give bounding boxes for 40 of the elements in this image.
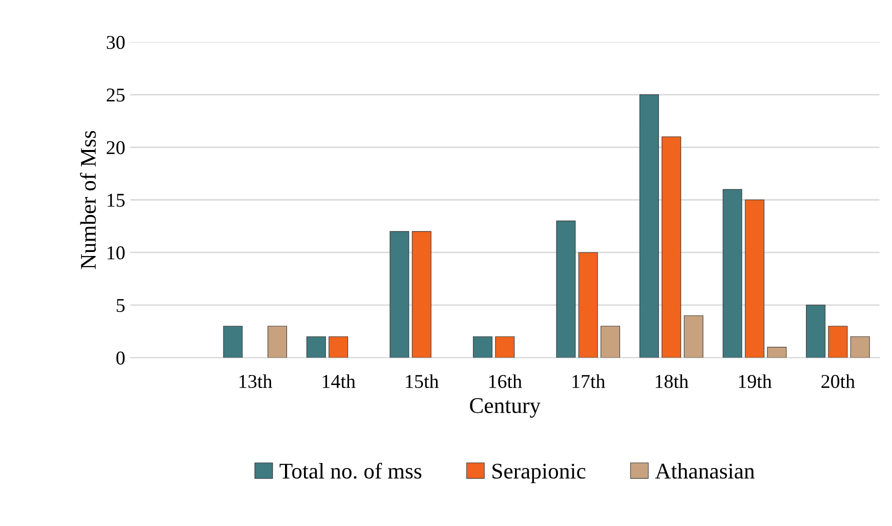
bar <box>578 252 598 358</box>
x-tick-label: 20th <box>821 374 855 388</box>
y-tick-label: 25 <box>106 88 125 102</box>
y-tick-label: 5 <box>116 299 125 312</box>
x-tick-label: 16th <box>489 374 522 388</box>
y-tick-label: 30 <box>106 36 125 50</box>
x-tick-label: 17th <box>572 374 606 388</box>
y-tick-label: 15 <box>108 194 125 207</box>
bar <box>684 315 704 358</box>
bar <box>662 136 682 358</box>
bar <box>850 336 870 358</box>
x-tick-label: 19th <box>739 374 772 388</box>
bar <box>328 336 348 358</box>
legend-label: Serapionic <box>492 464 586 484</box>
x-tick-label: 15th <box>406 374 439 388</box>
legend-label: Total no. of mss <box>280 462 422 479</box>
x-axis-title: Century <box>470 398 541 418</box>
x-tick-label: 13th <box>240 374 272 388</box>
bar <box>806 304 826 358</box>
x-tick-label: 18th <box>656 374 688 388</box>
bar <box>268 326 288 358</box>
bar <box>828 326 848 358</box>
legend-label: Athanasian <box>655 463 755 479</box>
bar <box>223 326 243 358</box>
bar <box>306 336 326 358</box>
bar <box>495 336 515 358</box>
bar <box>744 200 764 358</box>
bar <box>639 94 659 358</box>
bar <box>600 326 620 358</box>
bar <box>556 220 576 358</box>
y-tick-label: 10 <box>108 246 125 260</box>
bar <box>767 346 787 358</box>
bar <box>472 336 492 358</box>
bar <box>722 189 742 358</box>
x-tick-label: 14th <box>322 374 356 388</box>
y-axis-title: Number of Mss <box>80 130 96 269</box>
bar <box>412 231 432 358</box>
bar <box>390 231 410 358</box>
y-tick-label: 0 <box>116 351 125 365</box>
y-tick-label: 20 <box>106 141 125 154</box>
